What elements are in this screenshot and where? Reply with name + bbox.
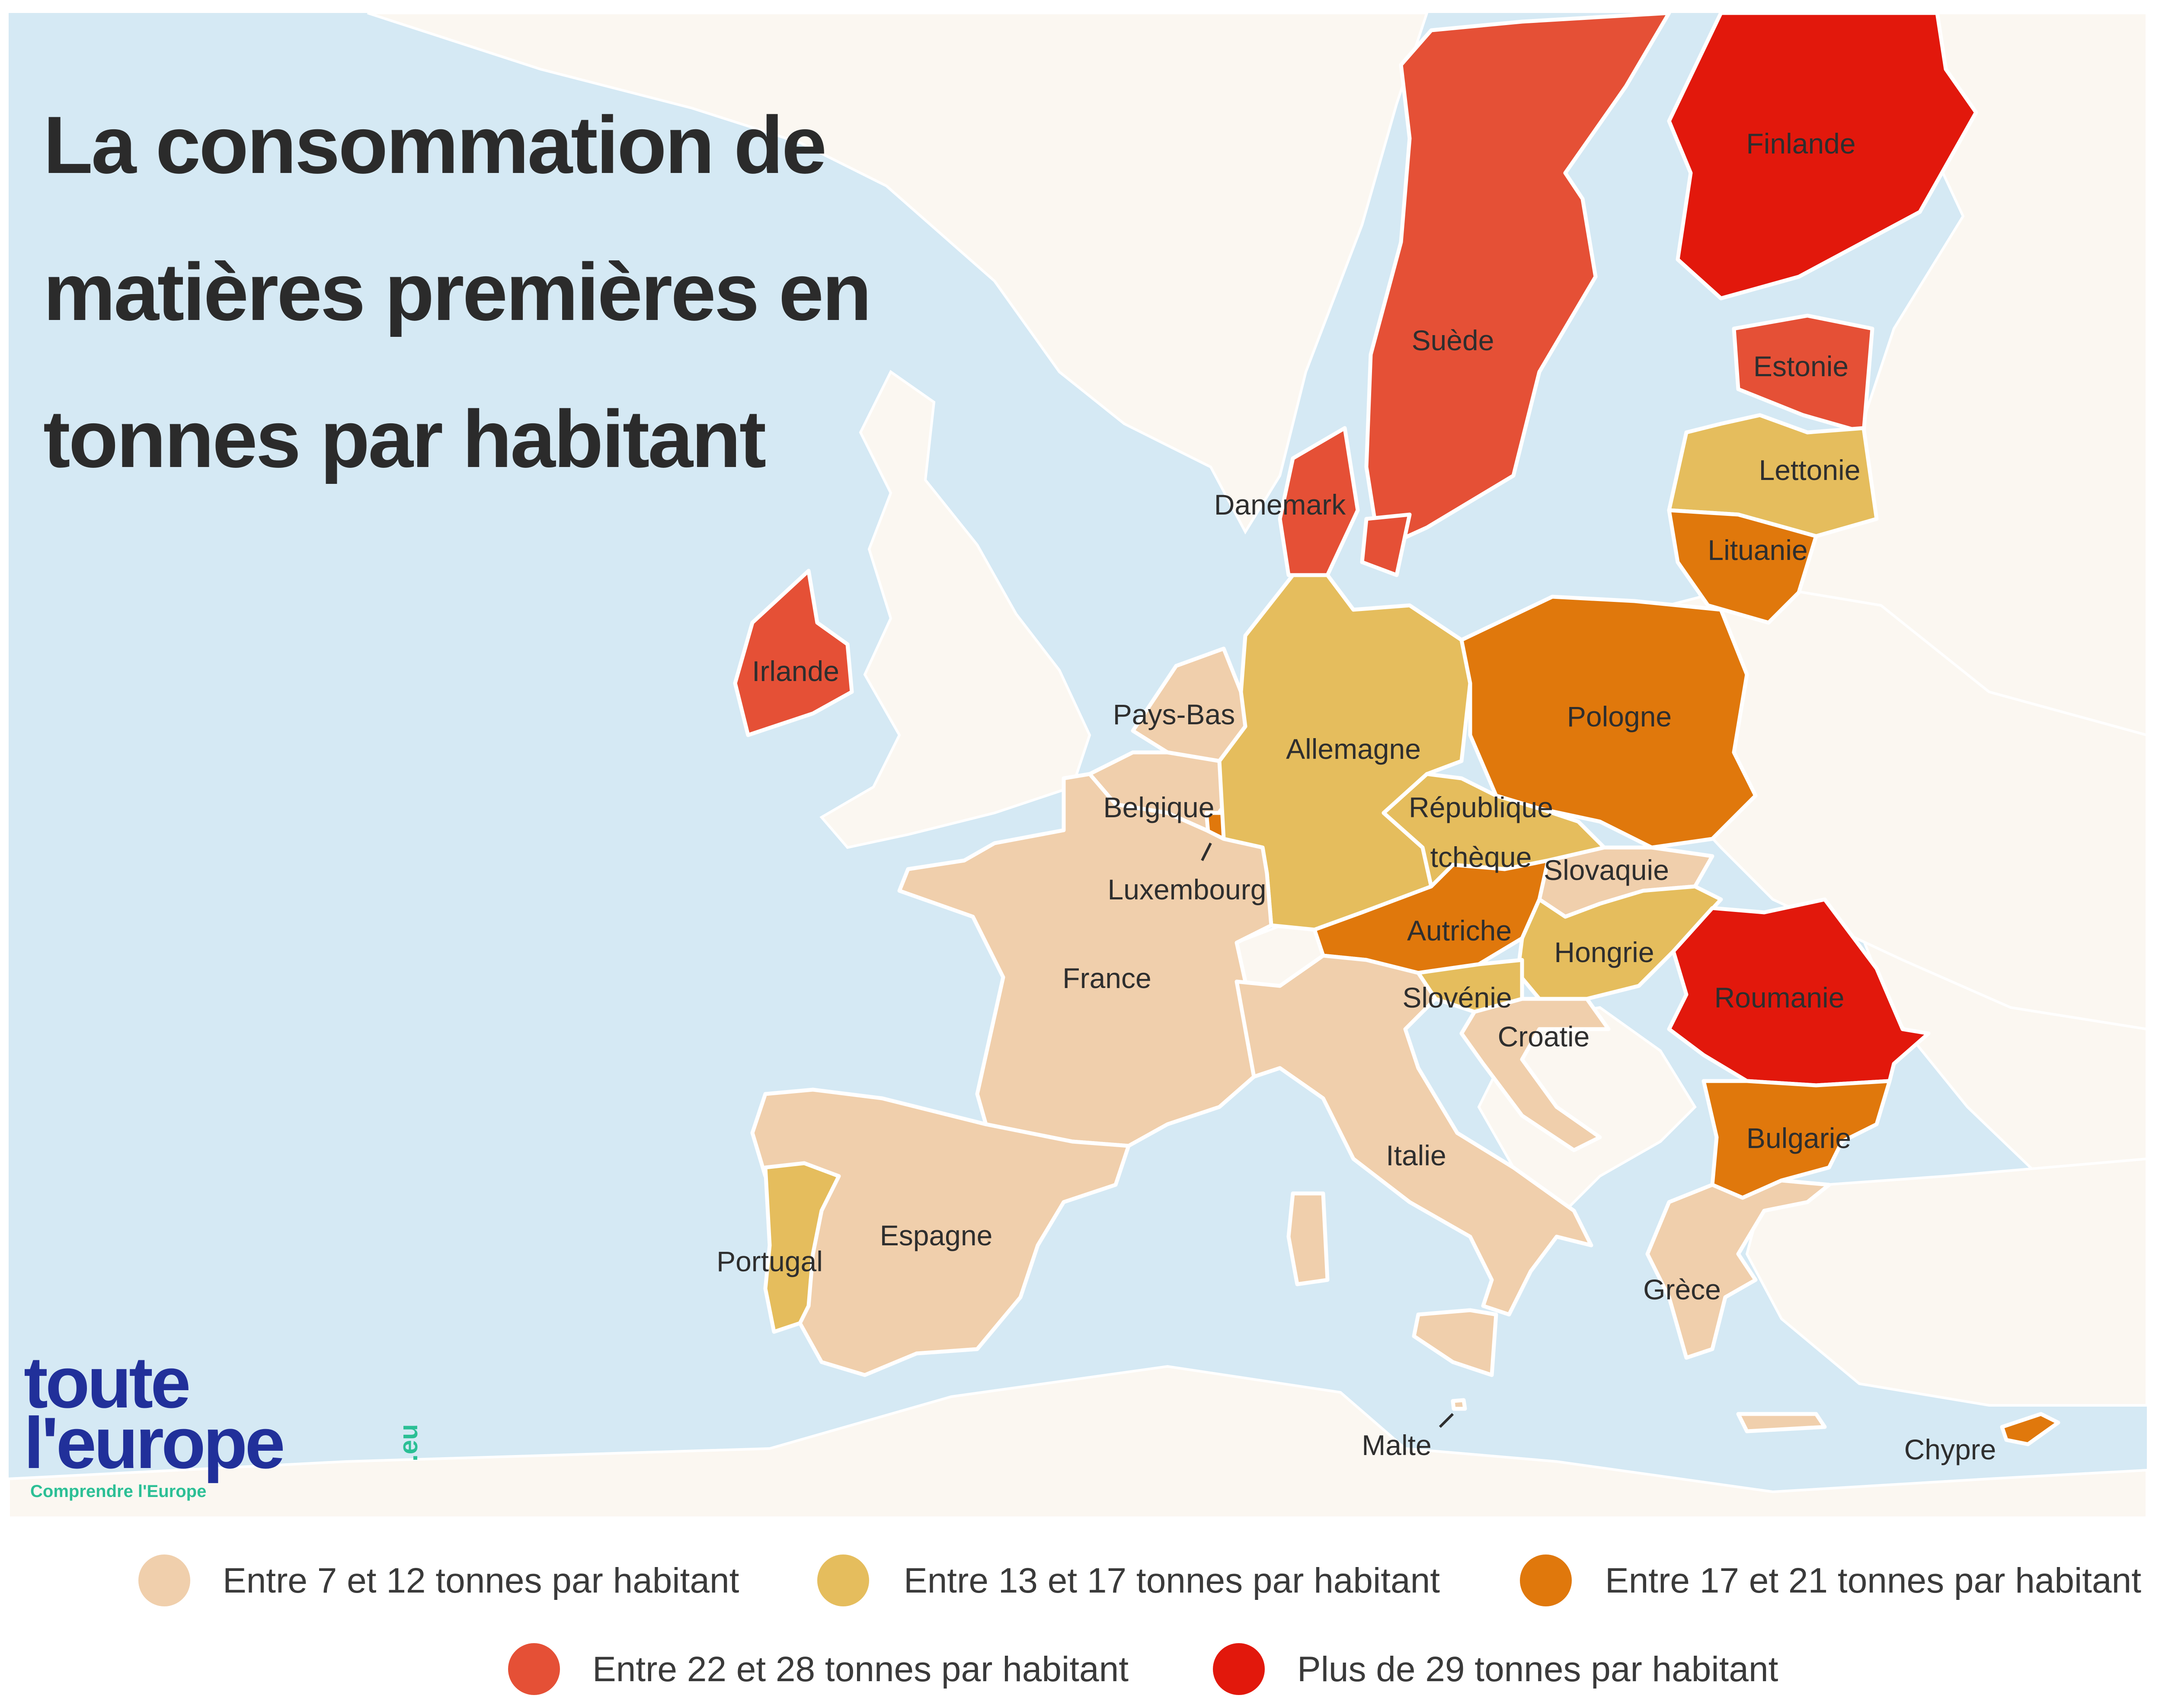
label-finlande: Finlande	[1746, 128, 1855, 160]
country-pologne	[1459, 595, 1758, 850]
north-africa-land	[7, 1365, 2148, 1519]
label-slovaquie: Slovaquie	[1544, 854, 1669, 886]
label-italie: Italie	[1386, 1139, 1446, 1171]
country-suede-gotland	[1360, 512, 1412, 577]
country-italie-sardaigne	[1286, 1191, 1330, 1286]
legend-item: Entre 7 et 12 tonnes par habitant	[138, 1554, 739, 1606]
legend-swatch-3	[1520, 1554, 1572, 1606]
label-slovenie: Slovénie	[1402, 982, 1512, 1014]
norway-land	[367, 12, 1429, 535]
legend-swatch-5	[1213, 1643, 1265, 1695]
legend-label-5: Plus de 29 tonnes par habitant	[1297, 1650, 1778, 1689]
label-chypre: Chypre	[1904, 1433, 1996, 1465]
label-grece: Grèce	[1643, 1273, 1721, 1305]
title-line-1: La consommation de	[43, 99, 825, 190]
country-italie	[1235, 953, 1593, 1317]
country-suede	[1364, 11, 1671, 551]
label-danemark: Danemark	[1214, 489, 1346, 521]
label-tcheque: tchèque	[1430, 841, 1532, 873]
country-croatie	[1459, 997, 1611, 1152]
label-bulgarie: Bulgarie	[1746, 1122, 1851, 1154]
label-roumanie: Roumanie	[1714, 982, 1845, 1014]
label-malte: Malte	[1362, 1429, 1431, 1461]
label-hongrie: Hongrie	[1554, 936, 1654, 968]
country-france	[897, 772, 1273, 1148]
page-title: La consommation de matières premières en…	[43, 99, 872, 484]
legend-swatch-4	[508, 1643, 560, 1695]
label-suede: Suède	[1412, 324, 1494, 356]
country-irlande	[733, 569, 854, 737]
logo-line-1: toute	[24, 1342, 189, 1423]
country-grece-crete	[1736, 1412, 1827, 1433]
label-pologne: Pologne	[1567, 700, 1672, 732]
legend-swatch-2	[817, 1554, 869, 1606]
label-autriche: Autriche	[1407, 915, 1512, 947]
country-finlande	[1667, 11, 1978, 301]
country-grece	[1645, 1178, 1831, 1360]
legend-label-4: Entre 22 et 28 tonnes par habitant	[592, 1650, 1129, 1689]
country-malte	[1451, 1398, 1467, 1411]
label-republique: République	[1409, 791, 1553, 823]
great-britain-land	[819, 370, 1091, 849]
label-pays-bas: Pays-Bas	[1113, 698, 1235, 730]
legend-background	[9, 1518, 2162, 1708]
label-croatie: Croatie	[1498, 1020, 1590, 1052]
legend-label-2: Entre 13 et 17 tonnes par habitant	[904, 1561, 1440, 1600]
label-espagne: Espagne	[880, 1219, 993, 1251]
legend-item: Plus de 29 tonnes par habitant	[1213, 1643, 1778, 1695]
legend-item: Entre 13 et 17 tonnes par habitant	[817, 1554, 1440, 1606]
country-italie-sicile	[1412, 1308, 1498, 1377]
luxembourg-pointer	[1201, 842, 1212, 861]
non-eu-land	[7, 12, 2148, 1519]
label-lituanie: Lituanie	[1708, 534, 1807, 566]
label-estonie: Estonie	[1753, 350, 1849, 382]
logo-suffix: .eu	[394, 1424, 423, 1462]
logo-line-2: l'europe	[24, 1402, 283, 1484]
legend: Entre 7 et 12 tonnes par habitant Entre …	[9, 1518, 2162, 1708]
label-belgique: Belgique	[1103, 791, 1215, 823]
country-bulgarie	[1701, 1079, 1892, 1200]
legend-label-3: Entre 17 et 21 tonnes par habitant	[1605, 1561, 2141, 1600]
malte-pointer	[1439, 1413, 1454, 1428]
label-lettonie: Lettonie	[1759, 454, 1861, 486]
label-luxembourg: Luxembourg	[1108, 873, 1266, 905]
eu-countries	[733, 11, 2060, 1446]
toute-leurope-logo: toute l'europe .eu Comprendre l'Europe	[24, 1342, 423, 1501]
turkey-land	[1745, 1157, 2148, 1407]
title-line-2: matières premières en	[43, 246, 870, 337]
label-irlande: Irlande	[752, 655, 839, 687]
label-france: France	[1062, 962, 1151, 994]
legend-item: Entre 22 et 28 tonnes par habitant	[508, 1643, 1129, 1695]
label-allemagne: Allemagne	[1286, 733, 1421, 765]
label-portugal: Portugal	[716, 1245, 823, 1277]
logo-tagline: Comprendre l'Europe	[30, 1482, 206, 1501]
country-chypre	[2000, 1412, 2060, 1446]
legend-swatch-1	[138, 1554, 190, 1606]
legend-label-1: Entre 7 et 12 tonnes par habitant	[223, 1561, 739, 1600]
balkans-land	[1477, 1006, 1697, 1213]
title-line-3: tonnes par habitant	[43, 393, 766, 484]
country-labels: Finlande Suède Estonie Lettonie Lituanie…	[716, 128, 1996, 1465]
legend-item: Entre 17 et 21 tonnes par habitant	[1520, 1554, 2141, 1606]
country-portugal	[763, 1161, 841, 1334]
country-lituanie	[1667, 508, 1818, 625]
